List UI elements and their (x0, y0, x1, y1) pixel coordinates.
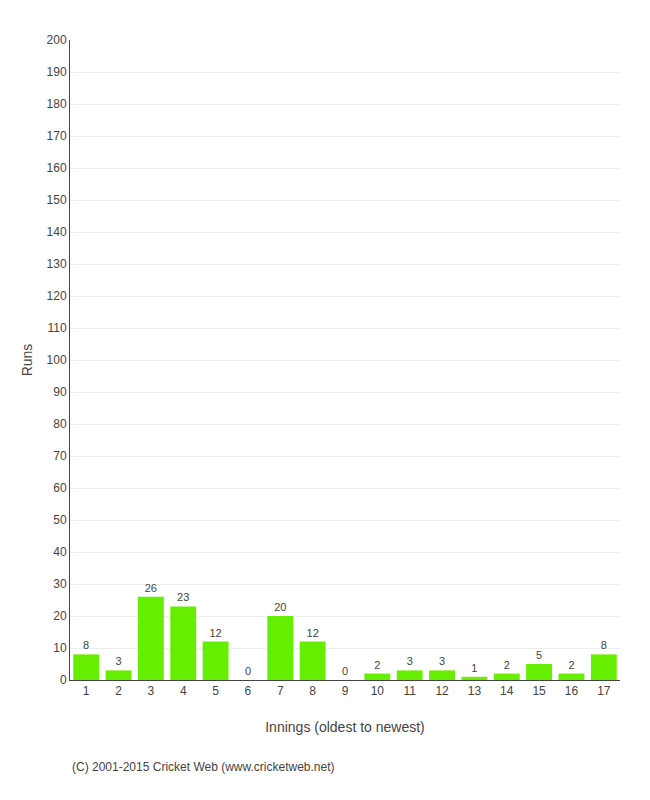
svg-text:0: 0 (342, 665, 348, 677)
svg-text:30: 30 (53, 577, 67, 591)
svg-text:180: 180 (47, 97, 67, 111)
svg-text:3: 3 (407, 655, 413, 667)
svg-text:130: 130 (47, 257, 67, 271)
svg-text:3: 3 (148, 684, 155, 698)
svg-text:160: 160 (47, 161, 67, 175)
svg-text:11: 11 (403, 684, 416, 698)
svg-text:3: 3 (439, 655, 445, 667)
svg-text:17: 17 (597, 684, 611, 698)
svg-text:1: 1 (471, 662, 477, 674)
svg-text:Innings (oldest to newest): Innings (oldest to newest) (265, 719, 425, 735)
svg-text:20: 20 (53, 609, 67, 623)
svg-text:4: 4 (180, 684, 187, 698)
svg-text:16: 16 (565, 684, 579, 698)
svg-text:15: 15 (532, 684, 546, 698)
svg-text:120: 120 (47, 289, 67, 303)
svg-text:3: 3 (115, 655, 121, 667)
svg-text:60: 60 (53, 481, 67, 495)
svg-text:13: 13 (468, 684, 482, 698)
svg-text:8: 8 (83, 639, 89, 651)
svg-text:2: 2 (568, 659, 574, 671)
svg-text:7: 7 (277, 684, 284, 698)
svg-text:12: 12 (435, 684, 449, 698)
svg-text:190: 190 (47, 65, 67, 79)
svg-text:Runs: Runs (19, 344, 35, 377)
svg-text:8: 8 (601, 639, 607, 651)
svg-text:2: 2 (504, 659, 510, 671)
svg-text:110: 110 (47, 321, 66, 335)
svg-text:50: 50 (53, 513, 67, 527)
svg-text:8: 8 (309, 684, 316, 698)
svg-text:140: 140 (47, 225, 67, 239)
svg-text:170: 170 (47, 129, 67, 143)
svg-text:80: 80 (53, 417, 67, 431)
svg-text:20: 20 (274, 601, 286, 613)
svg-text:150: 150 (47, 193, 67, 207)
svg-text:(C) 2001-2015 Cricket Web (www: (C) 2001-2015 Cricket Web (www.cricketwe… (72, 760, 335, 774)
svg-text:5: 5 (536, 649, 542, 661)
svg-text:2: 2 (115, 684, 122, 698)
svg-text:2: 2 (374, 659, 380, 671)
svg-text:9: 9 (342, 684, 349, 698)
svg-text:26: 26 (145, 582, 157, 594)
svg-text:70: 70 (53, 449, 67, 463)
svg-text:0: 0 (245, 665, 251, 677)
svg-text:6: 6 (245, 684, 252, 698)
svg-text:40: 40 (53, 545, 67, 559)
svg-text:5: 5 (212, 684, 219, 698)
svg-text:10: 10 (371, 684, 385, 698)
svg-text:23: 23 (177, 591, 189, 603)
svg-text:90: 90 (53, 385, 67, 399)
svg-text:14: 14 (500, 684, 514, 698)
svg-text:12: 12 (307, 627, 319, 639)
svg-text:200: 200 (47, 33, 67, 47)
svg-text:100: 100 (47, 353, 67, 367)
svg-text:1: 1 (83, 684, 90, 698)
svg-text:10: 10 (53, 641, 67, 655)
svg-text:12: 12 (209, 627, 221, 639)
svg-text:0: 0 (60, 673, 67, 687)
